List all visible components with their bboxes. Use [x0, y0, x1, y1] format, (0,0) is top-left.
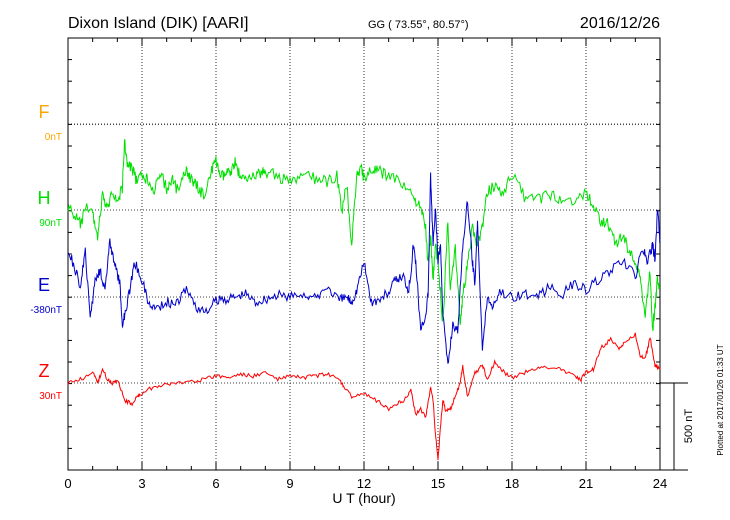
coordinates-label: GG ( 73.55°, 80.57°) — [368, 19, 469, 31]
x-tick-label: 0 — [64, 476, 71, 491]
x-tick-label: 6 — [212, 476, 219, 491]
x-tick-label: 15 — [431, 476, 445, 491]
component-baseline-Z: 30nT — [39, 391, 62, 402]
traces — [67, 139, 661, 461]
component-letter-Z: Z — [39, 361, 50, 381]
plotted-at-note: Plotted at 2017/01/26 01:33 UT — [716, 344, 725, 455]
component-letter-H: H — [38, 188, 51, 208]
x-tick-label: 24 — [653, 476, 667, 491]
x-ticks: 0 3 6 9 12 15 18 21 24 — [64, 37, 667, 491]
x-tick-label: 21 — [579, 476, 593, 491]
component-baseline-F: 0nT — [45, 132, 62, 143]
component-letter-E: E — [38, 275, 50, 295]
station-title: Dixon Island (DIK) [AARI] — [68, 15, 249, 32]
component-baseline-H: 90nT — [39, 218, 62, 229]
x-tick-label: 12 — [357, 476, 371, 491]
date-label: 2016/12/26 — [580, 15, 660, 32]
component-labels: F 0nT H 90nT E -380nT Z 30nT — [30, 102, 62, 402]
x-tick-label: 3 — [138, 476, 145, 491]
trace-H — [67, 139, 661, 332]
component-baseline-E: -380nT — [30, 305, 62, 316]
scale-bar-label: 500 nT — [683, 409, 695, 444]
x-tick-label: 18 — [505, 476, 519, 491]
component-letter-F: F — [39, 102, 50, 122]
x-axis-label: U T (hour) — [332, 490, 395, 506]
grid — [68, 38, 660, 470]
scale-bar: 500 nT — [660, 382, 695, 471]
x-tick-label: 9 — [286, 476, 293, 491]
trace-E — [67, 172, 661, 364]
trace-Z — [67, 332, 661, 461]
